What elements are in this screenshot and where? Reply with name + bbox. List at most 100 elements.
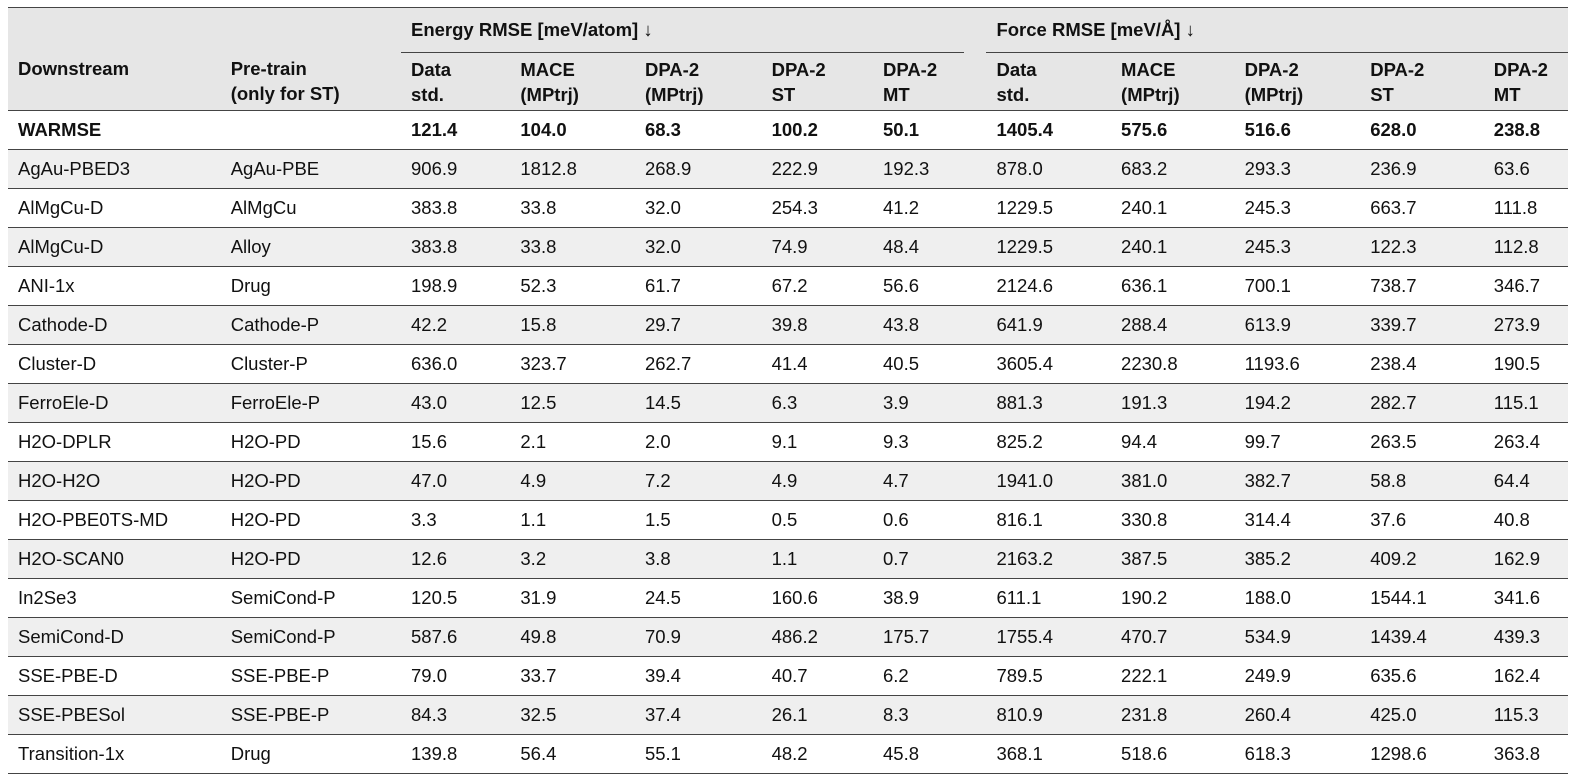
value-cell: 162.9 xyxy=(1483,539,1568,579)
value-cell: 42.2 xyxy=(401,305,511,345)
value-cell: 38.9 xyxy=(873,578,965,618)
pretrain-cell: Drug xyxy=(220,734,401,774)
pretrain-cell: H2O-PD xyxy=(220,422,401,462)
value-cell: 516.6 xyxy=(1234,110,1361,150)
value-cell: 254.3 xyxy=(761,188,873,228)
value-cell: 194.2 xyxy=(1234,383,1361,423)
table-row: SemiCond-D SemiCond-P 587.6 49.8 70.9 486.2 17… xyxy=(8,617,1568,657)
value-cell: 906.9 xyxy=(401,149,511,189)
table-gap-cell xyxy=(964,149,987,189)
downstream-cell: H2O-DPLR xyxy=(8,422,221,462)
value-cell: 9.3 xyxy=(873,422,965,462)
downstream-cell: In2Se3 xyxy=(8,578,221,618)
value-cell: 2163.2 xyxy=(986,539,1112,579)
value-cell: 14.5 xyxy=(634,383,762,423)
value-cell: 122.3 xyxy=(1360,227,1484,267)
table-row: Cluster-D Cluster-P 636.0 323.7 262.7 41.4 40.… xyxy=(8,344,1568,384)
value-cell: 240.1 xyxy=(1111,227,1235,267)
value-cell: 31.9 xyxy=(510,578,635,618)
value-cell: 45.8 xyxy=(873,734,965,774)
value-cell: 52.3 xyxy=(510,266,635,306)
table-row: ANI-1x Drug 198.9 52.3 61.7 67.2 56.6 2124.6 636… xyxy=(8,266,1568,306)
value-cell: 74.9 xyxy=(761,227,873,267)
table-gap-cell xyxy=(964,188,987,228)
value-cell: 112.8 xyxy=(1483,227,1568,267)
value-cell: 24.5 xyxy=(634,578,762,618)
pretrain-cell xyxy=(220,110,401,150)
value-cell: 120.5 xyxy=(401,578,511,618)
value-cell: 878.0 xyxy=(986,149,1112,189)
value-cell: 262.7 xyxy=(634,344,762,384)
value-cell: 8.3 xyxy=(873,695,965,735)
pretrain-cell: SSE-PBE-P xyxy=(220,695,401,735)
table-gap-cell xyxy=(964,344,987,384)
value-cell: 3.9 xyxy=(873,383,965,423)
value-cell: 43.8 xyxy=(873,305,965,345)
value-cell: 162.4 xyxy=(1483,656,1568,696)
value-cell: 1544.1 xyxy=(1360,578,1484,618)
value-cell: 3.3 xyxy=(401,500,511,540)
energy-group-header: Energy RMSE [meV/atom] ↓ xyxy=(401,7,965,53)
value-cell: 47.0 xyxy=(401,461,511,501)
value-cell: 99.7 xyxy=(1234,422,1361,462)
value-cell: 56.6 xyxy=(873,266,965,306)
pretrain-cell: AlMgCu xyxy=(220,188,401,228)
value-cell: 810.9 xyxy=(986,695,1112,735)
value-cell: 190.5 xyxy=(1483,344,1568,384)
value-cell: 425.0 xyxy=(1360,695,1484,735)
pretrain-cell: H2O-PD xyxy=(220,461,401,501)
downstream-cell: AlMgCu-D xyxy=(8,227,221,267)
pretrain-cell: SemiCond-P xyxy=(220,578,401,618)
table-row: AlMgCu-D AlMgCu 383.8 33.8 32.0 254.3 41.2 1229… xyxy=(8,188,1568,228)
value-cell: 2124.6 xyxy=(986,266,1112,306)
value-cell: 636.0 xyxy=(401,344,511,384)
value-cell: 409.2 xyxy=(1360,539,1484,579)
value-cell: 282.7 xyxy=(1360,383,1484,423)
table-row: WARMSE 121.4 104.0 68.3 100.2 50.1 1405.4 575.6… xyxy=(8,110,1568,150)
value-cell: 55.1 xyxy=(634,734,762,774)
value-cell: 368.1 xyxy=(986,734,1112,774)
value-cell: 2230.8 xyxy=(1111,344,1235,384)
table-row: SSE-PBESol SSE-PBE-P 84.3 32.5 37.4 26.1 8.3 81… xyxy=(8,695,1568,735)
value-cell: 192.3 xyxy=(873,149,965,189)
value-cell: 486.2 xyxy=(761,617,873,657)
pretrain-cell: H2O-PD xyxy=(220,539,401,579)
value-cell: 32.5 xyxy=(510,695,635,735)
value-cell: 236.9 xyxy=(1360,149,1484,189)
pretrain-cell: SSE-PBE-P xyxy=(220,656,401,696)
downstream-cell: Transition-1x xyxy=(8,734,221,774)
value-cell: 4.9 xyxy=(510,461,635,501)
col-header-force-data-std: Data std. xyxy=(986,52,1112,111)
downstream-cell: H2O-SCAN0 xyxy=(8,539,221,579)
table-row: Cathode-D Cathode-P 42.2 15.8 29.7 39.8 43.8 64… xyxy=(8,305,1568,345)
value-cell: 534.9 xyxy=(1234,617,1361,657)
value-cell: 3605.4 xyxy=(986,344,1112,384)
value-cell: 9.1 xyxy=(761,422,873,462)
value-cell: 245.3 xyxy=(1234,188,1361,228)
value-cell: 12.6 xyxy=(401,539,511,579)
value-cell: 104.0 xyxy=(510,110,635,150)
value-cell: 32.0 xyxy=(634,227,762,267)
table-row: H2O-H2O H2O-PD 47.0 4.9 7.2 4.9 4.7 1941.0 381.0… xyxy=(8,461,1568,501)
value-cell: 40.7 xyxy=(761,656,873,696)
header-gap xyxy=(964,7,987,53)
value-cell: 41.2 xyxy=(873,188,965,228)
table-gap-cell xyxy=(964,617,987,657)
value-cell: 121.4 xyxy=(401,110,511,150)
value-cell: 1755.4 xyxy=(986,617,1112,657)
value-cell: 231.8 xyxy=(1111,695,1235,735)
value-cell: 6.2 xyxy=(873,656,965,696)
pretrain-cell: FerroEle-P xyxy=(220,383,401,423)
value-cell: 70.9 xyxy=(634,617,762,657)
value-cell: 825.2 xyxy=(986,422,1112,462)
value-cell: 15.6 xyxy=(401,422,511,462)
value-cell: 40.5 xyxy=(873,344,965,384)
downstream-cell: ANI-1x xyxy=(8,266,221,306)
value-cell: 260.4 xyxy=(1234,695,1361,735)
pretrain-cell: SemiCond-P xyxy=(220,617,401,657)
value-cell: 383.8 xyxy=(401,188,511,228)
value-cell: 111.8 xyxy=(1483,188,1568,228)
table-row: FerroEle-D FerroEle-P 43.0 12.5 14.5 6.3 3.9 88… xyxy=(8,383,1568,423)
table-row: In2Se3 SemiCond-P 120.5 31.9 24.5 160.6 38.9 61… xyxy=(8,578,1568,618)
value-cell: 26.1 xyxy=(761,695,873,735)
